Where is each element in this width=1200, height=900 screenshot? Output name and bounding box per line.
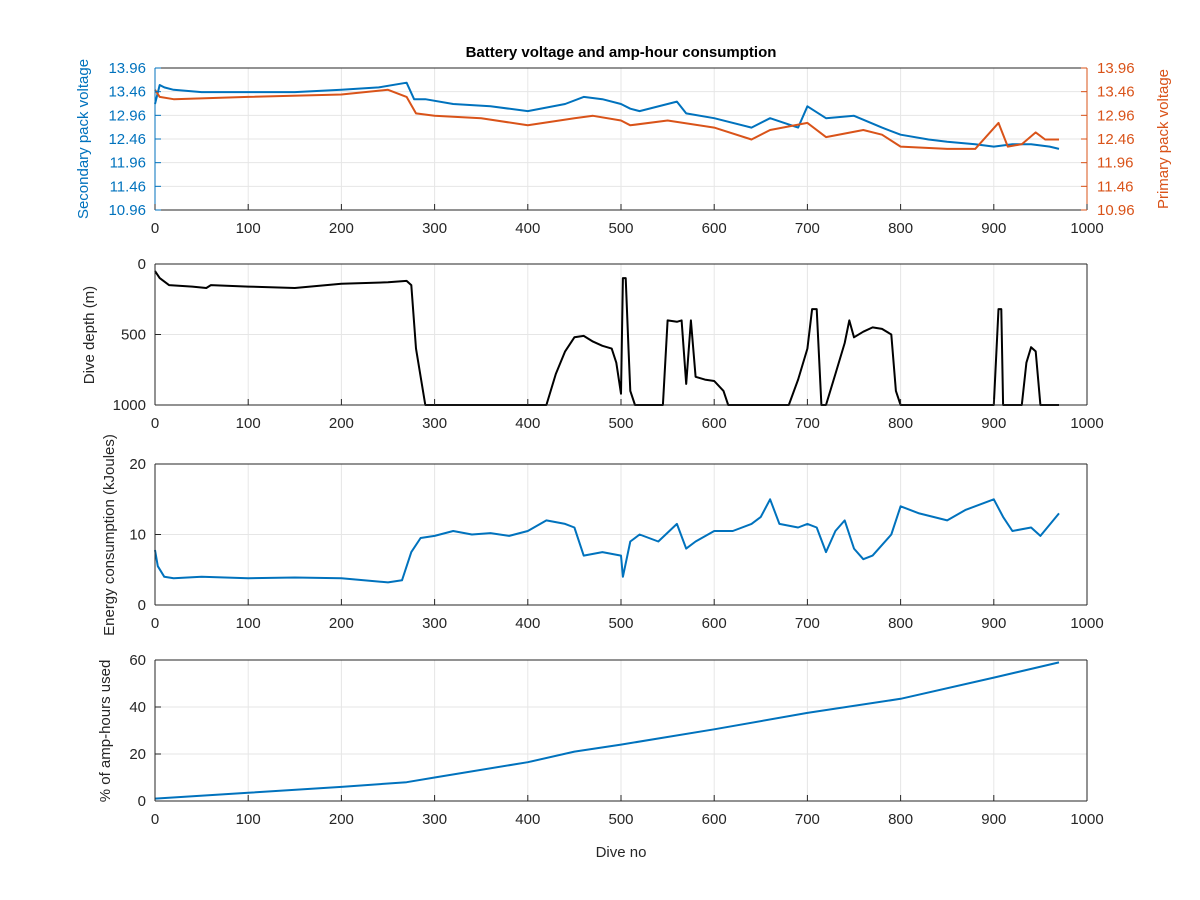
energy-x-tick-label: 800 [888,615,913,632]
amphours-x-tick-label: 700 [795,811,820,828]
depth-x-tick-label: 400 [515,415,540,432]
energy-x-tick-label: 600 [702,615,727,632]
energy-x-tick-label: 700 [795,615,820,632]
amphours-y-tick-label: 0 [138,793,146,810]
depth-x-tick-label: 1000 [1070,415,1103,432]
amphours-series-line-0 [154,661,1060,800]
amphours-x-tick-label: 0 [151,811,159,828]
voltage-right-y-tick-label: 13.96 [1097,60,1135,77]
voltage-x-tick-label: 1000 [1070,220,1103,237]
voltage-right-y-tick-label: 12.96 [1097,107,1135,124]
amphours-y-tick-label: 40 [129,699,146,716]
voltage-right-y-tick-label: 11.96 [1097,155,1133,172]
energy-x-tick-label: 0 [151,615,159,632]
amphours-x-tick-label: 100 [236,811,261,828]
voltage-right-y-tick-label: 12.46 [1097,131,1135,148]
voltage-x-tick-label: 500 [608,220,633,237]
amphours-y-tick-label: 20 [129,746,146,763]
voltage-left-ylabel: Secondary pack voltage [75,59,92,219]
voltage-y-tick-label: 12.46 [108,131,146,148]
voltage-x-tick-label: 600 [702,220,727,237]
voltage-y-tick-label: 10.96 [108,202,146,219]
depth-y-tick-label: 1000 [113,397,146,414]
energy-x-tick-label: 100 [236,615,261,632]
voltage-right-ylabel: Primary pack voltage [1155,69,1172,209]
amphours-x-tick-label: 300 [422,811,447,828]
amphours-x-tick-label: 200 [329,811,354,828]
energy-x-tick-label: 1000 [1070,615,1103,632]
energy-x-tick-label: 400 [515,615,540,632]
amphours-x-tick-label: 600 [702,811,727,828]
amphours-x-tick-label: 800 [888,811,913,828]
voltage-x-tick-label: 200 [329,220,354,237]
depth-y-tick-label: 0 [138,256,146,273]
voltage-x-tick-label: 300 [422,220,447,237]
voltage-right-y-tick-label: 10.96 [1097,202,1135,219]
voltage-x-tick-label: 100 [236,220,261,237]
amphours-x-tick-label: 900 [981,811,1006,828]
energy-y-tick-label: 0 [138,597,146,614]
depth-x-tick-label: 100 [236,415,261,432]
voltage-x-tick-label: 0 [151,220,159,237]
depth-x-tick-label: 600 [702,415,727,432]
depth-x-tick-label: 700 [795,415,820,432]
amphours-x-tick-label: 400 [515,811,540,828]
energy-x-tick-label: 300 [422,615,447,632]
amphours-x-tick-label: 500 [608,811,633,828]
energy-panel: 0 100 200 300 400 500 600 700 800 900 1000 0 10 20 [129,456,1103,632]
figure-title: Battery voltage and amp-hour consumption [466,44,777,61]
energy-series-line-0 [154,498,1060,584]
voltage-x-tick-label: 700 [795,220,820,237]
energy-y-tick-label: 20 [129,456,146,473]
x-axis-label: Dive no [596,844,647,861]
depth-x-tick-label: 800 [888,415,913,432]
voltage-series-line-1 [154,88,1059,150]
depth-x-tick-label: 500 [608,415,633,432]
depth-x-tick-label: 0 [151,415,159,432]
voltage-x-tick-label: 400 [515,220,540,237]
depth-y-tick-label: 500 [121,327,146,344]
voltage-x-tick-label: 900 [981,220,1006,237]
depth-x-tick-label: 900 [981,415,1006,432]
voltage-x-tick-label: 800 [888,220,913,237]
energy-x-tick-label: 900 [981,615,1006,632]
voltage-y-tick-label: 13.46 [108,84,146,101]
depth-x-tick-label: 300 [422,415,447,432]
amphours-panel: 0 100 200 300 400 500 600 700 800 900 1000 0 20 40 60 [129,652,1103,828]
energy-ylabel: Energy consumption (kJoules) [101,434,118,636]
amphours-y-tick-label: 60 [129,652,146,669]
depth-ylabel: Dive depth (m) [81,286,98,384]
depth-panel: 0 100 200 300 400 500 600 700 800 900 1000 0 500 1000 [113,256,1104,432]
energy-x-tick-label: 200 [329,615,354,632]
energy-y-tick-label: 10 [129,527,146,544]
voltage-y-tick-label: 11.96 [110,155,146,172]
voltage-y-tick-label: 13.96 [108,60,146,77]
voltage-y-tick-label: 12.96 [108,107,146,124]
voltage-series-line-0 [154,81,1060,150]
energy-x-tick-label: 500 [608,615,633,632]
depth-x-tick-label: 200 [329,415,354,432]
voltage-right-y-tick-label: 11.46 [1097,178,1133,195]
amphours-ylabel: % of amp-hours used [97,660,114,803]
voltage-right-y-tick-label: 13.46 [1097,84,1135,101]
amphours-x-tick-label: 1000 [1070,811,1103,828]
voltage-y-tick-label: 11.46 [110,178,146,195]
